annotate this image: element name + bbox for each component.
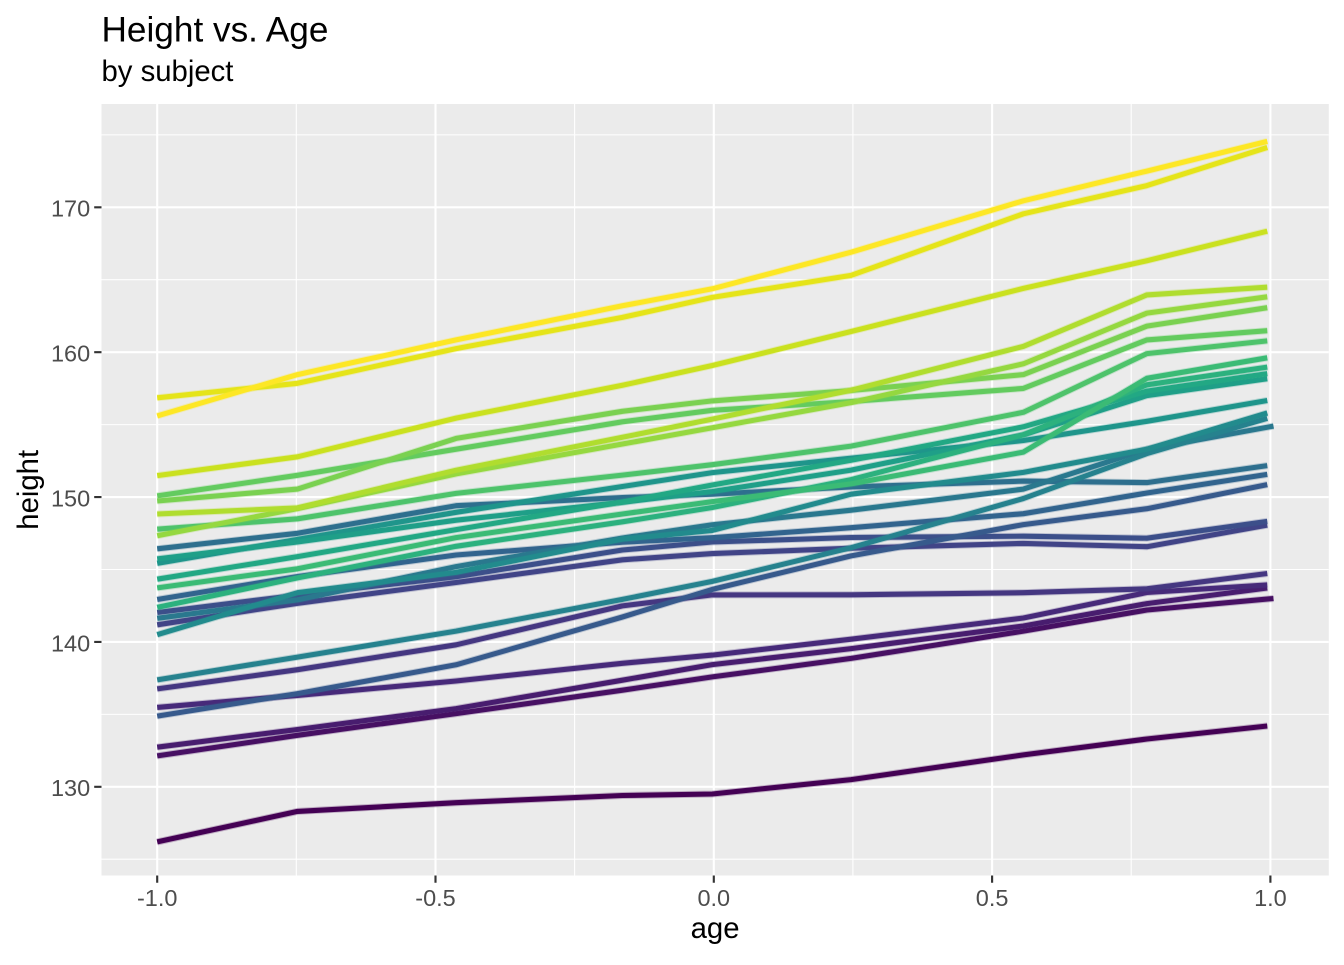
svg-text:160: 160 xyxy=(51,341,90,367)
svg-text:140: 140 xyxy=(51,630,90,656)
svg-text:0.0: 0.0 xyxy=(697,885,730,911)
svg-text:-1.0: -1.0 xyxy=(137,885,178,911)
svg-text:1.0: 1.0 xyxy=(1254,885,1287,911)
svg-text:0.5: 0.5 xyxy=(976,885,1009,911)
svg-text:Height vs. Age: Height vs. Age xyxy=(102,11,329,50)
svg-text:150: 150 xyxy=(51,485,90,511)
svg-text:130: 130 xyxy=(51,775,90,801)
svg-text:height: height xyxy=(12,450,45,530)
svg-text:170: 170 xyxy=(51,196,90,222)
svg-text:age: age xyxy=(691,912,740,945)
svg-text:-0.5: -0.5 xyxy=(415,885,456,911)
svg-text:by subject: by subject xyxy=(102,55,234,88)
